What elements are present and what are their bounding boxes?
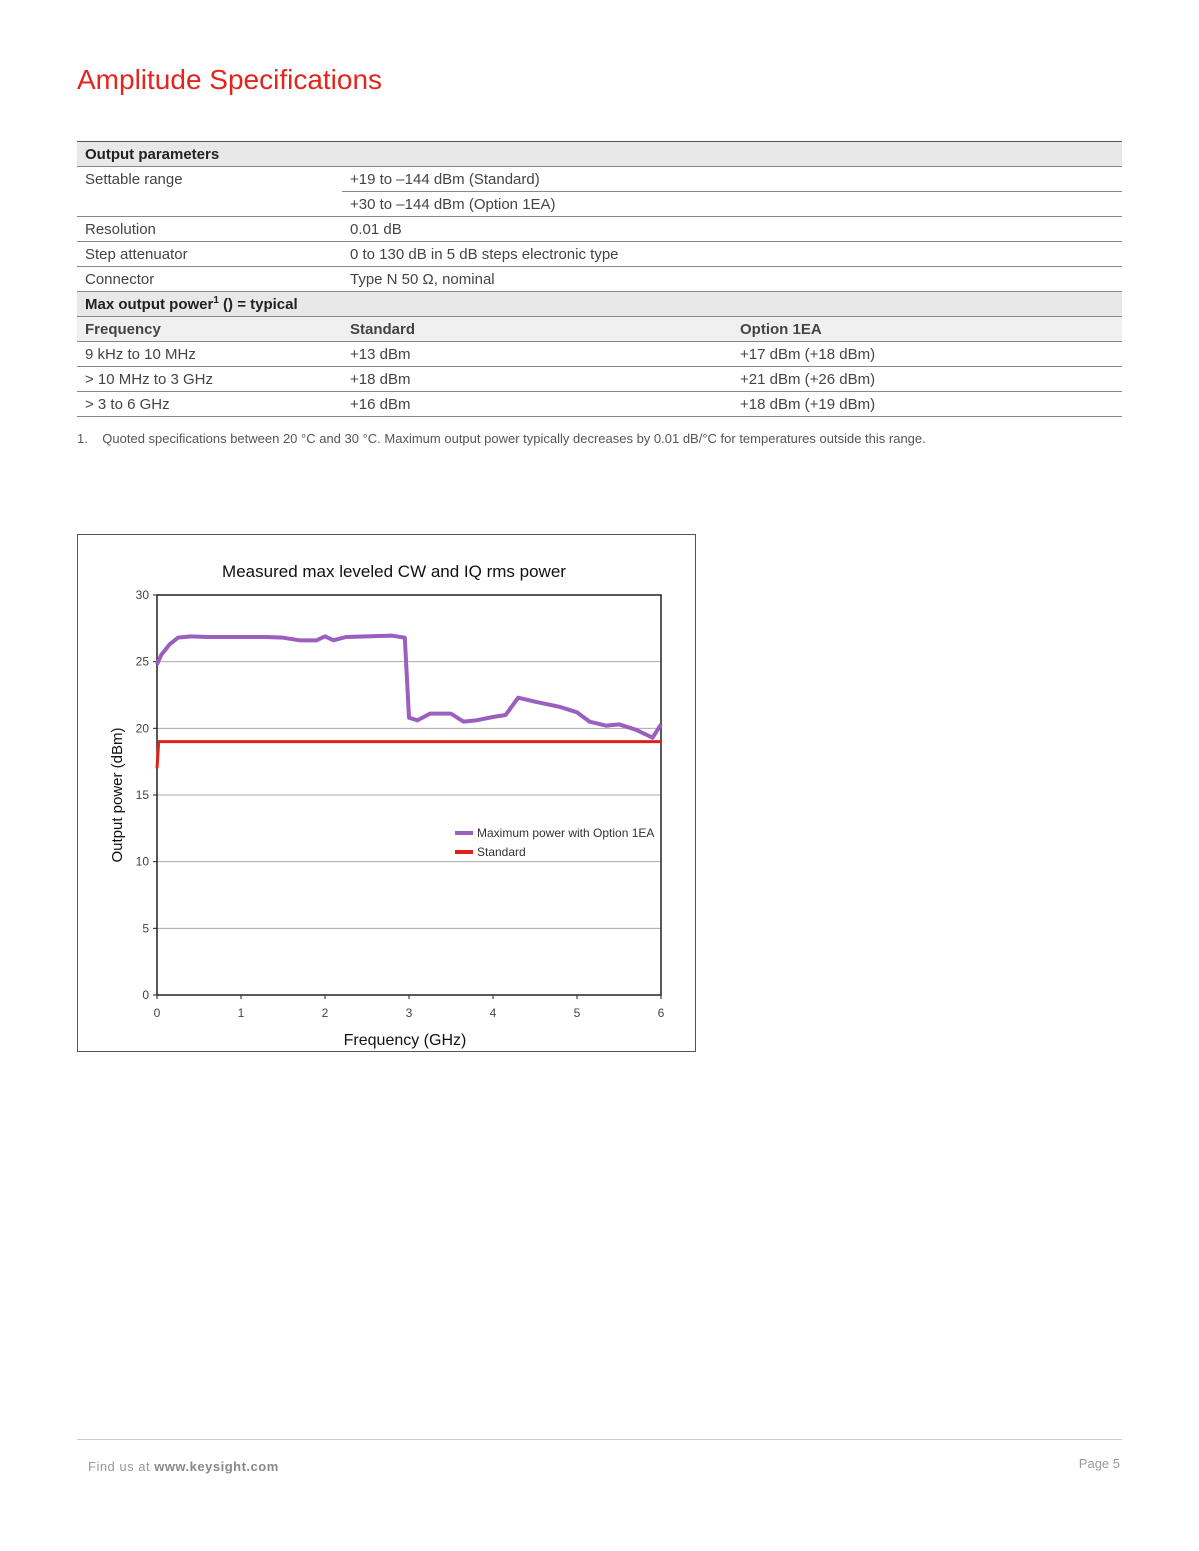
website-link[interactable]: www.keysight.com [154, 1459, 279, 1474]
power-chart: Measured max leveled CW and IQ rms power… [109, 562, 665, 1049]
x-tick-label: 1 [238, 1006, 245, 1020]
page-title: Amplitude Specifications [77, 64, 383, 95]
y-tick-label: 30 [136, 588, 150, 602]
legend-label: Standard [477, 845, 526, 859]
footnote: 1. Quoted specifications between 20 °C a… [77, 431, 926, 446]
section-header: Max output power1 () = typical [77, 291, 1122, 317]
table-row: +30 to –144 dBm (Option 1EA) [77, 191, 1122, 217]
legend-label: Maximum power with Option 1EA [477, 826, 654, 840]
table-header-row: Frequency Standard Option 1EA [77, 316, 1122, 342]
table-row: Resolution 0.01 dB [77, 216, 1122, 242]
y-tick-label: 25 [136, 655, 150, 669]
y-tick-label: 5 [142, 921, 149, 935]
chart-title: Measured max leveled CW and IQ rms power [222, 562, 566, 581]
table-row: > 10 MHz to 3 GHz +18 dBm +21 dBm (+26 dBm… [77, 366, 1122, 392]
y-tick-label: 15 [136, 788, 150, 802]
table-row: Settable range +19 to –144 dBm (Standard) [77, 166, 1122, 192]
x-tick-label: 3 [406, 1006, 413, 1020]
x-tick-label: 5 [574, 1006, 581, 1020]
chart-frame: Measured max leveled CW and IQ rms power… [77, 534, 696, 1052]
y-tick-label: 10 [136, 855, 150, 869]
x-axis-label: Frequency (GHz) [344, 1032, 467, 1049]
spec-table: Output parameters Settable range +19 to –… [77, 141, 1122, 417]
section-header: Output parameters [77, 141, 1122, 167]
footer: Find us at www.keysight.com Page 5 [77, 1439, 1122, 1474]
x-tick-label: 4 [490, 1006, 497, 1020]
table-row: Connector Type N 50 Ω, nominal [77, 266, 1122, 292]
y-tick-label: 20 [136, 721, 150, 735]
series-line-option-1ea [155, 633, 663, 740]
table-row: > 3 to 6 GHz +16 dBm +18 dBm (+19 dBm) [77, 391, 1122, 417]
series-line-standard [155, 740, 661, 769]
x-tick-label: 6 [658, 1006, 665, 1020]
x-tick-label: 0 [154, 1006, 161, 1020]
y-tick-label: 0 [142, 988, 149, 1002]
x-tick-label: 2 [322, 1006, 329, 1020]
table-row: Step attenuator 0 to 130 dB in 5 dB steps… [77, 241, 1122, 267]
y-axis-label: Output power (dBm) [109, 727, 126, 862]
page-number: Page 5 [1078, 1456, 1120, 1471]
table-row: 9 kHz to 10 MHz +13 dBm +17 dBm (+18 dBm) [77, 341, 1122, 367]
